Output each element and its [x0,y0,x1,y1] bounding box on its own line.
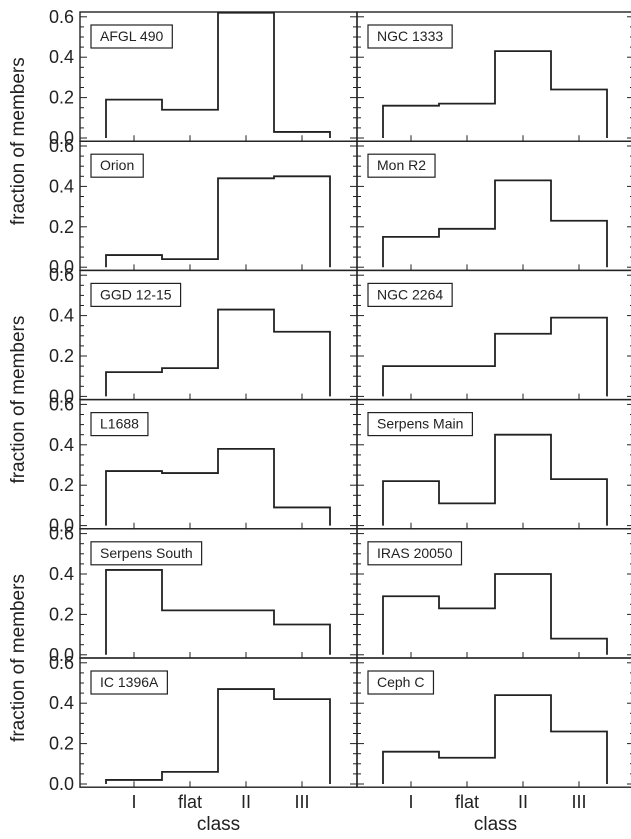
histogram-panel: IC 1396A [79,657,358,788]
panel-name-box [367,670,435,695]
x-tick-label: II [518,792,528,812]
axes-text-layer: 0.00.20.40.60.00.20.40.60.00.20.40.60.00… [8,7,587,835]
y-tick-label: 0.4 [49,306,74,326]
panel-frame [356,657,631,788]
y-axis-title: fraction of members [8,57,29,225]
histogram-panel: Serpens Main [356,398,631,530]
histogram-panel: Ceph C [356,657,631,788]
histogram-panel: AFGL 490 [79,11,358,142]
panel-name-box [367,24,453,49]
histogram-step-line [105,11,331,138]
y-tick-label: 0.6 [49,524,74,544]
y-tick-label: 0.6 [49,136,74,156]
panel-name-label: L1688 [100,416,139,432]
y-tick-label: 0.0 [49,257,74,277]
panel-name-box [90,24,173,49]
y-tick-label: 0.0 [49,386,74,406]
panel-name-label: Orion [100,157,134,173]
y-tick-label: 0.2 [49,217,74,237]
y-tick-label: 0.4 [49,693,74,713]
histogram-panel: Mon R2 [356,140,631,272]
histogram-panel: Serpens South [79,528,358,659]
panel-name-box [367,282,453,307]
panel-name-box [90,670,168,695]
panel-name-box [90,153,144,178]
histogram-step-line [105,447,331,526]
histogram-step-line [105,688,331,784]
x-tick-label: II [241,792,251,812]
y-tick-label: 0.2 [49,88,74,108]
histogram-step-line [105,308,331,397]
y-axis-title: fraction of members [8,574,29,742]
y-tick-label: 0.2 [49,734,74,754]
y-tick-label: 0.4 [49,176,74,196]
panel-name-label: NGC 1333 [377,28,443,44]
y-tick-label: 0.4 [49,47,74,67]
x-tick-label: III [294,792,309,812]
histogram-panel: Orion [79,140,358,272]
y-tick-label: 0.6 [49,7,74,27]
histogram-panel: NGC 1333 [356,11,631,142]
y-tick-label: 0.0 [49,516,74,536]
panel-name-box [367,412,473,437]
panel-name-label: IC 1396A [100,674,159,690]
histogram-step-line [382,433,608,526]
x-tick-label: III [571,792,586,812]
histogram-step-line [382,179,608,268]
y-tick-label: 0.0 [49,128,74,148]
histogram-panel: IRAS 20050 [356,528,631,659]
panel-name-label: IRAS 20050 [377,545,453,561]
panel-name-box [367,153,436,178]
histogram-step-line [382,694,608,784]
histogram-step-line [105,569,331,655]
x-tick-label: flat [178,792,202,812]
panel-name-box [90,541,203,566]
y-tick-label: 0.6 [49,653,74,673]
y-tick-label: 0.0 [49,645,74,665]
x-axis-title: class [197,814,240,835]
panel-name-label: Mon R2 [377,157,426,173]
y-tick-label: 0.2 [49,604,74,624]
y-tick-label: 0.2 [49,475,74,495]
histogram-step-line [382,573,608,655]
panel-name-box [367,541,463,566]
x-tick-label: I [131,792,136,812]
y-tick-label: 0.0 [49,774,74,794]
x-tick-label: I [408,792,413,812]
panel-name-label: Serpens Main [377,416,463,432]
y-tick-label: 0.6 [49,394,74,414]
x-axis-title: class [474,814,517,835]
panel-name-label: GGD 12-15 [100,286,172,302]
panel-name-label: AFGL 490 [100,28,164,44]
histogram-step-line [105,175,331,268]
panels-layer: AFGL 490 NGC 1333 Orion Mon R2 GGD 12-15 NGC … [79,11,631,788]
histogram-step-line [382,50,608,138]
x-tick-label: flat [455,792,479,812]
y-tick-label: 0.4 [49,435,74,455]
y-axis-title: fraction of members [8,316,29,484]
panel-name-label: NGC 2264 [377,286,443,302]
y-tick-label: 0.6 [49,265,74,285]
panel-name-box [90,282,182,307]
histogram-panel: GGD 12-15 [79,269,358,401]
y-tick-label: 0.2 [49,346,74,366]
histogram-step-line [382,316,608,397]
panel-name-box [90,412,149,437]
histogram-panel: NGC 2264 [356,269,631,401]
panel-name-label: Ceph C [377,674,424,690]
panel-name-label: Serpens South [100,545,193,561]
histogram-panel: L1688 [79,398,358,530]
y-tick-label: 0.4 [49,564,74,584]
